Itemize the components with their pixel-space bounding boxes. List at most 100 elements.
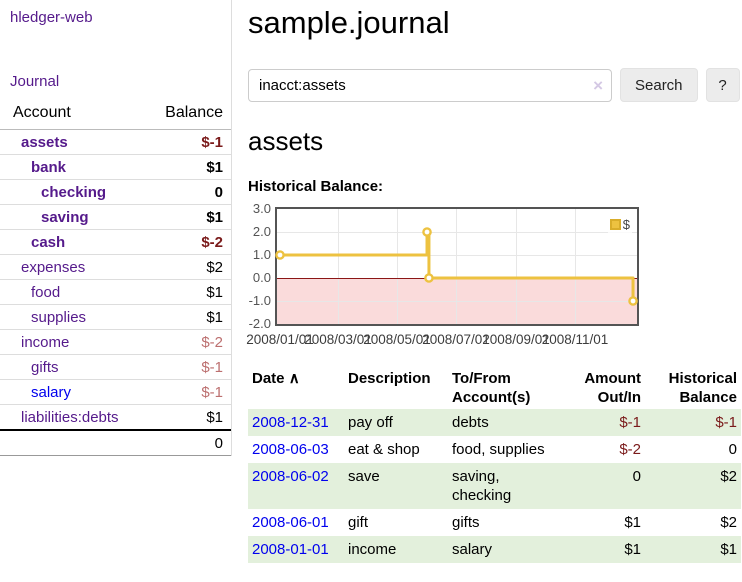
sidebar-item-journal[interactable]: Journal xyxy=(10,73,60,90)
register-table: Date ∧ Description To/From Account(s) Amo… xyxy=(248,367,741,563)
page-title: sample.journal xyxy=(248,5,450,40)
account-balance: $-2 xyxy=(148,229,231,255)
account-row: food $1 xyxy=(0,279,231,305)
x-tick-label: 2008/05/01 xyxy=(363,332,431,347)
register-row: 2008-06-03 eat & shop food, supplies $-2… xyxy=(248,436,741,463)
accounts-header-balance: Balance xyxy=(148,100,231,130)
account-link-food[interactable]: food xyxy=(31,284,61,301)
transaction-accounts: salary xyxy=(452,541,493,558)
transaction-balance: $1 xyxy=(720,541,737,558)
transaction-accounts: food, supplies xyxy=(452,441,545,458)
historical-balance-chart: $ 3.0 2.0 1.0 0.0 -1.0 -2.0 2008/01/01 2008/03… xyxy=(246,201,741,350)
account-link-income[interactable]: income xyxy=(21,334,70,351)
account-balance: $1 xyxy=(148,404,231,430)
account-link-expenses[interactable]: expenses xyxy=(21,259,86,276)
account-link-salary[interactable]: salary xyxy=(31,384,72,401)
gridline xyxy=(456,209,458,324)
search-form: × Search ? xyxy=(248,68,741,102)
data-point-marker xyxy=(424,273,434,283)
transaction-amount: 0 xyxy=(632,468,641,485)
y-tick-label: 0.0 xyxy=(252,270,271,285)
account-row: cash $-2 xyxy=(0,229,231,255)
account-balance: $-2 xyxy=(148,329,231,355)
account-link-supplies[interactable]: supplies xyxy=(31,309,87,326)
legend-label: $ xyxy=(622,217,630,232)
y-tick-label: 2.0 xyxy=(252,224,271,239)
help-button[interactable]: ? xyxy=(705,68,740,102)
transaction-date-link[interactable]: 2008-06-02 xyxy=(252,468,329,485)
transaction-description: gift xyxy=(348,514,369,531)
account-balance: $-1 xyxy=(148,354,231,380)
account-link-liabilities-debts[interactable]: liabilities:debts xyxy=(21,409,119,426)
account-heading: assets xyxy=(248,126,324,156)
data-point-marker xyxy=(628,296,638,306)
transaction-description: eat & shop xyxy=(348,441,420,458)
account-balance: $1 xyxy=(148,304,231,330)
series-line xyxy=(275,227,638,306)
search-input[interactable] xyxy=(248,68,612,102)
transaction-description: income xyxy=(348,541,397,558)
account-balance: $1 xyxy=(148,204,231,230)
account-row: saving $1 xyxy=(0,204,231,230)
account-row: liabilities:debts $1 xyxy=(0,404,231,430)
account-link-checking[interactable]: checking xyxy=(41,184,107,201)
account-row: checking 0 xyxy=(0,179,231,205)
x-tick-label: 2008/11/01 xyxy=(541,332,609,347)
register-row: 2008-12-31 pay off debts $-1 $-1 xyxy=(248,409,741,436)
account-row: expenses $2 xyxy=(0,254,231,280)
y-tick-label: -1.0 xyxy=(248,293,271,308)
account-balance: $-1 xyxy=(201,134,223,151)
account-link-saving[interactable]: saving xyxy=(41,209,89,226)
transaction-amount: $-1 xyxy=(619,414,641,431)
transaction-balance: $2 xyxy=(720,468,737,485)
accounts-total-value: 0 xyxy=(148,429,231,456)
transaction-description: save xyxy=(348,468,380,485)
account-row: salary $-1 xyxy=(0,379,231,405)
account-row: assets $-1 xyxy=(0,130,231,155)
data-point-marker xyxy=(275,250,285,260)
register-row: 2008-01-01 income salary $1 $1 xyxy=(248,536,741,563)
account-row: bank $1 xyxy=(0,154,231,180)
x-tick-label: 2008/07/01 xyxy=(422,332,490,347)
transaction-balance: 0 xyxy=(728,441,737,458)
x-tick-label: 2008/03/01 xyxy=(304,332,372,347)
account-link-bank[interactable]: bank xyxy=(31,159,67,176)
y-tick-label: 3.0 xyxy=(252,201,271,216)
transaction-balance: $2 xyxy=(720,514,737,531)
transaction-amount: $1 xyxy=(624,514,641,531)
gridline xyxy=(338,209,340,324)
account-link-gifts[interactable]: gifts xyxy=(31,359,59,376)
app-brand-link[interactable]: hledger-web xyxy=(10,9,93,26)
account-balance: $-1 xyxy=(148,379,231,405)
chart-legend: $ xyxy=(607,216,632,233)
accounts-table: Account Balance assets $-1 bank $1 checkin… xyxy=(0,100,231,456)
account-balance: $1 xyxy=(148,154,231,180)
x-axis-labels: 2008/01/01 2008/03/01 2008/05/01 2008/07/01… xyxy=(246,332,741,349)
register-header-accounts: To/From Account(s) xyxy=(452,370,531,406)
account-link-assets[interactable]: assets xyxy=(21,134,68,151)
transaction-accounts: debts xyxy=(452,414,489,431)
sort-asc-icon: ∧ xyxy=(288,370,300,387)
x-tick-label: 2008/01/01 xyxy=(246,332,314,347)
transaction-date-link[interactable]: 2008-12-31 xyxy=(252,414,329,431)
transaction-amount: $-2 xyxy=(619,441,641,458)
register-row: 2008-06-02 save saving, checking 0 $2 xyxy=(248,463,741,509)
gridline xyxy=(575,209,576,324)
transaction-date-link[interactable]: 2008-06-01 xyxy=(252,514,329,531)
transaction-description: pay off xyxy=(348,414,393,431)
account-row: income $-2 xyxy=(0,329,231,355)
accounts-header-account: Account xyxy=(0,100,149,130)
register-header-date[interactable]: Date ∧ xyxy=(252,370,300,387)
clear-search-icon[interactable]: × xyxy=(593,75,603,95)
transaction-date-link[interactable]: 2008-06-03 xyxy=(252,441,329,458)
gridline xyxy=(516,209,517,324)
accounts-total-row: 0 xyxy=(0,429,231,456)
y-tick-label: 1.0 xyxy=(252,247,271,262)
data-point-marker xyxy=(422,227,432,237)
transaction-date-link[interactable]: 2008-01-01 xyxy=(252,541,329,558)
sidebar: hledger-web Journal Account Balance asse… xyxy=(0,0,232,456)
account-link-cash[interactable]: cash xyxy=(31,234,66,251)
search-button[interactable]: Search xyxy=(620,68,698,102)
account-balance: $1 xyxy=(148,279,231,305)
transaction-accounts: saving, checking xyxy=(452,468,512,504)
